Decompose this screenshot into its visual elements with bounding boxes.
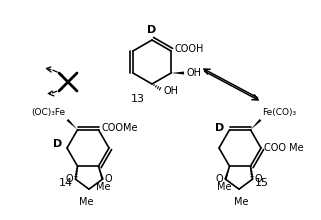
Text: COOH: COOH	[174, 44, 204, 54]
Text: COOMe: COOMe	[101, 123, 138, 133]
Text: O: O	[255, 174, 262, 184]
Text: Me: Me	[234, 197, 248, 207]
Text: Me: Me	[96, 182, 110, 192]
Text: D: D	[147, 25, 157, 35]
Text: (OC)₃Fe: (OC)₃Fe	[31, 108, 65, 117]
Text: 15: 15	[255, 178, 269, 188]
Text: COO Me: COO Me	[264, 143, 304, 153]
Polygon shape	[99, 166, 104, 180]
Polygon shape	[224, 166, 230, 180]
Text: D: D	[215, 123, 224, 133]
Text: O: O	[105, 174, 112, 184]
Text: 13: 13	[131, 94, 145, 104]
Text: Me: Me	[79, 197, 93, 207]
Polygon shape	[67, 119, 77, 130]
Text: Me: Me	[216, 182, 231, 192]
Text: O: O	[66, 174, 74, 184]
Text: OH: OH	[164, 86, 179, 96]
Text: D: D	[53, 139, 62, 149]
Text: OH: OH	[186, 68, 201, 78]
Text: O: O	[216, 174, 223, 184]
Polygon shape	[250, 119, 261, 130]
Polygon shape	[171, 72, 184, 75]
Text: 14: 14	[59, 178, 73, 188]
Text: Fe(CO)₃: Fe(CO)₃	[263, 108, 297, 117]
